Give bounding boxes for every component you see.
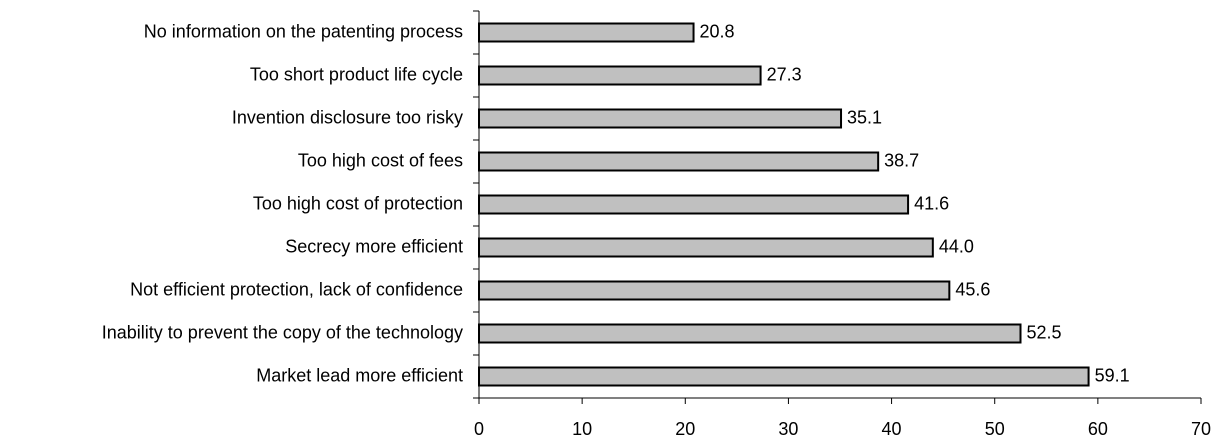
bar <box>478 323 1022 344</box>
bar <box>478 22 695 43</box>
data-label: 41.6 <box>914 193 949 213</box>
y-tick-label: Invention disclosure too risky <box>232 107 463 127</box>
data-label: 59.1 <box>1095 365 1130 385</box>
bar <box>478 194 910 215</box>
y-tick-label: Secrecy more efficient <box>285 236 463 256</box>
bar <box>478 366 1090 387</box>
bar <box>478 108 843 129</box>
bar <box>478 65 762 86</box>
x-tick-label: 0 <box>474 419 484 439</box>
x-tick-label: 20 <box>675 419 695 439</box>
y-tick-label: Inability to prevent the copy of the tec… <box>102 322 463 342</box>
y-tick-label: Too high cost of fees <box>298 150 463 170</box>
x-tick-label: 50 <box>985 419 1005 439</box>
x-tick-label: 40 <box>882 419 902 439</box>
y-tick-label: Not efficient protection, lack of confid… <box>130 279 463 299</box>
y-tick-label: Too high cost of protection <box>253 193 463 213</box>
data-label: 38.7 <box>884 150 919 170</box>
x-tick-label: 60 <box>1088 419 1108 439</box>
y-tick-label: Too short product life cycle <box>250 64 463 84</box>
x-tick-label: 10 <box>572 419 592 439</box>
x-tick-label: 70 <box>1191 419 1211 439</box>
bar <box>478 151 880 172</box>
y-tick-label: No information on the patenting process <box>144 21 463 41</box>
data-label: 52.5 <box>1027 322 1062 342</box>
y-tick-label: Market lead more efficient <box>256 365 463 385</box>
data-label: 45.6 <box>955 279 990 299</box>
data-label: 44.0 <box>939 236 974 256</box>
data-label: 20.8 <box>700 21 735 41</box>
data-label: 27.3 <box>767 64 802 84</box>
x-tick-label: 30 <box>778 419 798 439</box>
bar <box>478 237 934 258</box>
data-label: 35.1 <box>847 107 882 127</box>
bar <box>478 280 951 301</box>
